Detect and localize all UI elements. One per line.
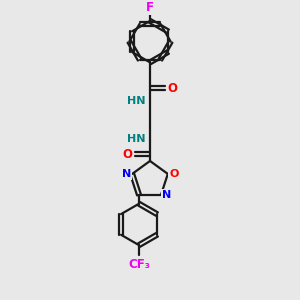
Text: N: N [122,169,131,179]
Text: O: O [169,169,178,179]
Text: HN: HN [127,96,146,106]
Text: HN: HN [127,134,146,144]
Text: O: O [168,82,178,94]
Text: O: O [122,148,132,160]
Text: N: N [162,190,172,200]
Text: F: F [146,1,154,13]
Text: CF₃: CF₃ [128,258,150,272]
